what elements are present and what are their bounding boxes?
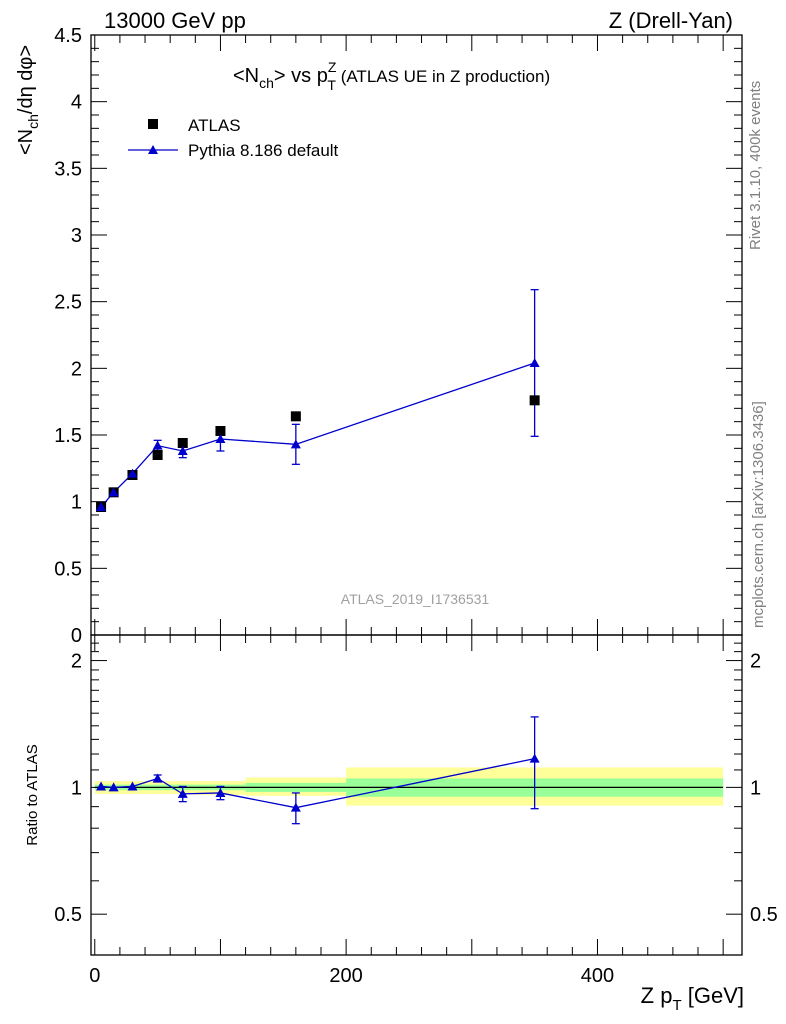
x-tick-label: 200 xyxy=(329,965,362,987)
y-axis-label-ratio: Ratio to ATLAS xyxy=(24,744,41,845)
ratio-point xyxy=(215,787,226,797)
legend: ATLAS Pythia 8.186 default xyxy=(128,116,339,160)
header-left: 13000 GeV pp xyxy=(104,8,246,33)
data-marks xyxy=(96,289,540,825)
mc-point xyxy=(96,502,107,511)
ratio-y-tick-label-right: 1 xyxy=(750,777,761,799)
header-right: Z (Drell-Yan) xyxy=(609,8,733,33)
mcplots-label: mcplots.cern.ch [arXiv:1306.3436] xyxy=(750,401,767,628)
ratio-point xyxy=(96,781,107,791)
atlas-point xyxy=(529,395,540,406)
ratio-point xyxy=(529,753,540,763)
mc-point xyxy=(177,446,188,455)
y-tick-label: 4 xyxy=(71,92,82,114)
plot-title: <Nch> vs pZ T (ATLAS UE in Z production) xyxy=(233,59,550,93)
atlas-point xyxy=(290,411,301,422)
ratio-panel-frame xyxy=(90,634,743,956)
y-axis-label-top: <Nch/dη dφ> xyxy=(15,45,41,155)
y-tick-label: 2 xyxy=(71,358,82,380)
rivet-label: Rivet 3.1.10, 400k events xyxy=(747,81,764,250)
ratio-bands xyxy=(94,767,724,806)
ratio-point xyxy=(127,781,138,791)
mc-line xyxy=(100,362,535,508)
ratio-y-tick-label: 1 xyxy=(71,777,82,799)
analysis-watermark: ATLAS_2019_I1736531 xyxy=(341,591,490,607)
x-axis-label: Z pT [GeV] xyxy=(641,983,744,1014)
mc-point xyxy=(215,434,226,443)
legend-atlas-marker xyxy=(148,119,158,129)
atlas-point xyxy=(215,426,226,436)
ratio-y-tick-label: 0.5 xyxy=(54,904,82,926)
y-tick-label: 4.5 xyxy=(54,25,82,47)
ratio-y-tick-label-right: 0.5 xyxy=(750,904,778,926)
legend-mc-label: Pythia 8.186 default xyxy=(188,141,339,160)
y-tick-label: 2.5 xyxy=(54,292,82,314)
y-tick-label: 3.5 xyxy=(54,158,82,180)
axes: 0 200 400 0 0.5 1 1.5 2 2.5 3 3.5 4 4.5 0.5 0.5 1 1 2 2 xyxy=(54,25,778,987)
mc-point xyxy=(529,358,540,367)
legend-atlas-label: ATLAS xyxy=(188,116,241,135)
ratio-line xyxy=(101,758,535,809)
ratio-y-tick-label-right: 2 xyxy=(750,651,761,673)
ratio-point xyxy=(108,782,119,792)
y-tick-label: 1.5 xyxy=(54,425,82,447)
mc-point xyxy=(127,468,138,478)
y-tick-label: 1 xyxy=(71,492,82,514)
y-tick-label: 0 xyxy=(71,625,82,647)
y-tick-label: 3 xyxy=(71,225,82,247)
legend-mc-marker xyxy=(148,145,158,154)
y-tick-label: 0.5 xyxy=(54,558,82,580)
mc-point xyxy=(108,487,119,497)
mc-point xyxy=(290,439,301,449)
atlas-point xyxy=(152,450,163,460)
ratio-point xyxy=(152,773,163,783)
mc-point xyxy=(152,440,163,450)
atlas-point xyxy=(177,438,188,448)
ratio-point xyxy=(290,802,301,812)
ratio-y-tick-label: 2 xyxy=(71,651,82,673)
ratio-point xyxy=(177,788,188,798)
x-tick-label: 400 xyxy=(581,965,614,987)
x-tick-label: 0 xyxy=(89,965,100,987)
